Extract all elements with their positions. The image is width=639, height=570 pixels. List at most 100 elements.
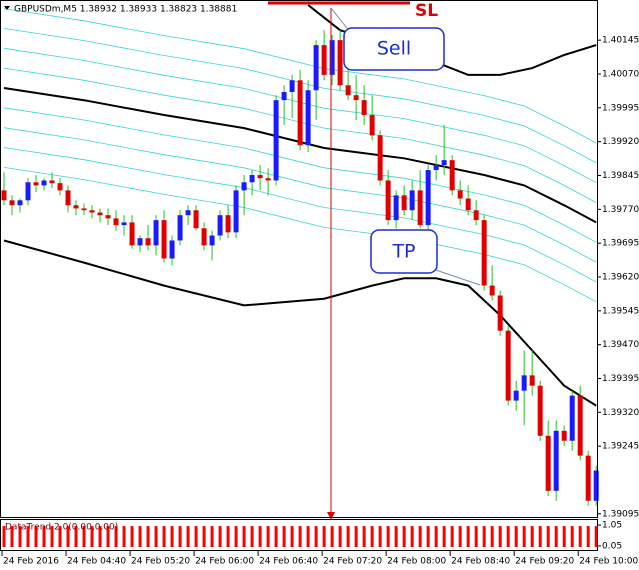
candle-body: [529, 375, 535, 386]
indicator-bar: [434, 526, 438, 548]
indicator-bar: [506, 526, 510, 548]
candle-body: [1, 190, 7, 201]
candle-body: [73, 205, 79, 209]
y-tick-label: 1.39395: [602, 374, 639, 384]
x-tick-label: 24 Feb 08:40: [451, 557, 510, 567]
indicator-bar: [114, 526, 118, 548]
y-tick-label: 1.39545: [602, 306, 639, 316]
y-tick-label: 1.39245: [602, 442, 639, 452]
indicator-bar: [522, 526, 526, 548]
indicator-bar: [234, 526, 238, 548]
x-tick-label: 24 Feb 06:40: [259, 557, 318, 567]
candle-body: [217, 215, 223, 236]
tp-callout: [370, 229, 438, 274]
indicator-bar: [258, 526, 262, 548]
candle-body: [81, 208, 87, 211]
indicator-bar: [210, 526, 214, 548]
candle-body: [233, 190, 239, 233]
indicator-bar: [538, 526, 542, 548]
candle-body: [41, 180, 47, 186]
candle-body: [409, 190, 415, 211]
menu-arrow: [4, 6, 10, 10]
candle-body: [393, 195, 399, 221]
sell-callout: [343, 27, 445, 71]
indicator-bar: [346, 526, 350, 548]
y-tick-label: 1.39095: [602, 509, 639, 519]
candle-body: [441, 160, 447, 166]
candle-body: [473, 210, 479, 221]
candle-body: [113, 218, 119, 226]
indicator-tick-label: 0.05: [602, 541, 622, 551]
tp-pointer: [429, 267, 481, 286]
candle-body: [401, 195, 407, 211]
indicator-bar: [202, 526, 206, 548]
indicator-bar: [10, 526, 14, 548]
candle-body: [9, 200, 15, 206]
candle-body: [105, 215, 111, 219]
candle-body: [537, 385, 543, 436]
candle-body: [49, 180, 55, 184]
indicator-bar: [562, 526, 566, 548]
sell-pointer: [330, 7, 351, 33]
indicator-bar: [274, 526, 278, 548]
y-tick-label: 1.39920: [602, 137, 639, 147]
candle-body: [225, 215, 231, 233]
indicator-bar: [98, 526, 102, 548]
indicator-bar: [466, 526, 470, 548]
indicator-bar: [50, 526, 54, 548]
candle-body: [33, 182, 39, 186]
indicator-bar: [18, 526, 22, 548]
y-tick-label: 1.39995: [602, 103, 639, 113]
candle-body: [585, 455, 591, 501]
candle-body: [89, 210, 95, 213]
candle-body: [497, 295, 503, 331]
main-frame: [0, 0, 598, 518]
indicator-bar: [298, 526, 302, 548]
indicator-bar: [418, 526, 422, 548]
indicator-bar: [314, 526, 318, 548]
indicator-bar: [250, 526, 254, 548]
indicator-bar: [74, 526, 78, 548]
candle-body: [345, 85, 351, 96]
indicator-bar: [386, 526, 390, 548]
candle-body: [361, 100, 367, 116]
candle-body: [553, 430, 559, 491]
indicator-bar: [338, 526, 342, 548]
candle-body: [545, 435, 551, 491]
y-tick-label: 1.39695: [602, 239, 639, 249]
plot-area: [1, 4, 599, 506]
candle-body: [505, 330, 511, 401]
indicator-bar: [154, 526, 158, 548]
indicator-line: [3, 8, 597, 144]
candle-body: [369, 115, 375, 136]
indicator-bar: [306, 526, 310, 548]
indicator-bar: [370, 526, 374, 548]
indicator-bar: [186, 526, 190, 548]
indicator-bar: [34, 526, 38, 548]
candle-body: [593, 470, 599, 501]
indicator-bar: [458, 526, 462, 548]
indicator-bar: [362, 526, 366, 548]
indicator-bar: [218, 526, 222, 548]
candle-body: [161, 220, 167, 259]
indicator-bar: [290, 526, 294, 548]
indicator-bar: [138, 526, 142, 548]
indicator-bar: [194, 526, 198, 548]
indicator-bar: [554, 526, 558, 548]
candle-body: [241, 182, 247, 191]
indicator-bar: [226, 526, 230, 548]
indicator-bar: [282, 526, 286, 548]
indicator-bar: [26, 526, 30, 548]
indicator-bar: [322, 526, 326, 548]
candle-body: [249, 175, 255, 183]
x-tick-label: 24 Feb 09:20: [515, 557, 574, 567]
sell-label: Sell: [377, 38, 411, 60]
candle-body: [273, 100, 279, 181]
indicator-bar: [586, 526, 590, 548]
x-tick-label: 24 Feb 04:40: [67, 557, 126, 567]
candle-body: [329, 40, 335, 75]
indicator-bar: [514, 526, 518, 548]
candle-body: [457, 190, 463, 199]
candle-body: [513, 390, 519, 401]
